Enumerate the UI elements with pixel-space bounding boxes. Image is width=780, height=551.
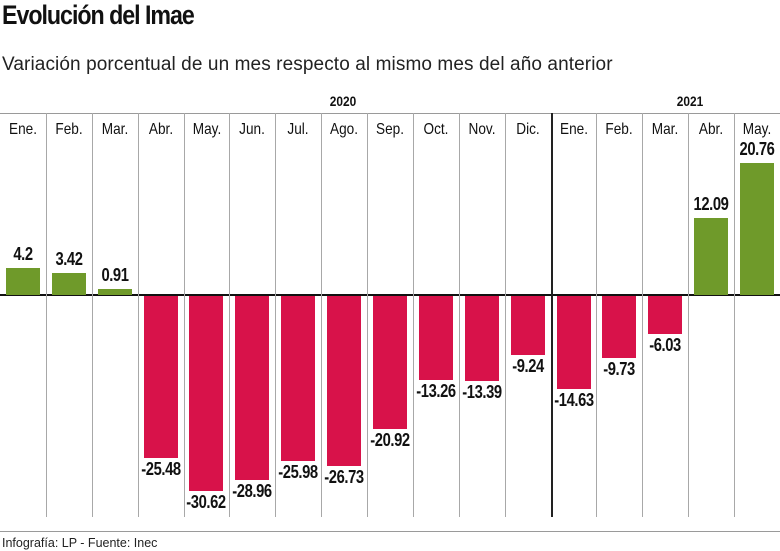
- column-divider: [459, 113, 460, 517]
- value-label: 20.76: [739, 139, 775, 159]
- data-bar: [465, 296, 499, 381]
- month-label: Nov.: [468, 121, 496, 138]
- year-label: 2020: [329, 93, 357, 109]
- data-bar: [98, 289, 132, 295]
- value-label: -9.73: [603, 359, 635, 379]
- month-label: Ago.: [330, 121, 358, 138]
- month-label: Ene.: [560, 121, 588, 138]
- column-divider: [321, 113, 322, 517]
- value-label: 0.91: [101, 265, 129, 285]
- value-label: -13.26: [416, 381, 456, 401]
- data-bar: [419, 296, 453, 380]
- month-label: Oct.: [423, 121, 449, 138]
- month-label: Feb.: [605, 121, 633, 138]
- data-bar: [557, 296, 591, 389]
- value-label: -13.39: [462, 382, 502, 402]
- month-label: Sep.: [376, 121, 404, 138]
- year-divider: [551, 113, 553, 517]
- column-divider: [505, 113, 506, 517]
- footer-divider: [0, 531, 780, 532]
- month-label: May.: [192, 121, 222, 138]
- column-divider: [229, 113, 230, 517]
- value-label: -14.63: [554, 390, 594, 410]
- data-bar: [189, 296, 223, 491]
- value-label: -26.73: [324, 467, 364, 487]
- data-bar: [511, 296, 545, 355]
- value-label: 12.09: [693, 194, 729, 214]
- data-bar: [327, 296, 361, 466]
- value-label: -28.96: [232, 481, 272, 501]
- month-label: Feb.: [55, 121, 83, 138]
- column-divider: [46, 113, 47, 517]
- year-label: 2021: [676, 93, 704, 109]
- source-credit: Infografía: LP - Fuente: Inec: [2, 536, 158, 550]
- value-label: 3.42: [55, 249, 83, 269]
- month-label: Jun.: [239, 121, 265, 138]
- data-bar: [6, 268, 40, 295]
- month-label: Mar.: [101, 121, 129, 138]
- header-divider: [0, 113, 780, 114]
- value-label: -25.48: [141, 459, 181, 479]
- month-label: Jul.: [287, 121, 309, 138]
- column-divider: [688, 113, 689, 517]
- column-divider: [184, 113, 185, 517]
- month-label: Ene.: [9, 121, 37, 138]
- value-label: -30.62: [186, 492, 226, 512]
- column-divider: [275, 113, 276, 517]
- value-label: 4.2: [13, 244, 33, 264]
- data-bar: [52, 273, 86, 295]
- column-divider: [596, 113, 597, 517]
- chart-title: Evolución del Imae: [2, 0, 195, 30]
- data-bar: [281, 296, 315, 461]
- month-label: Abr.: [698, 121, 724, 138]
- column-divider: [367, 113, 368, 517]
- column-divider: [138, 113, 139, 517]
- data-bar: [144, 296, 178, 458]
- data-bar: [235, 296, 269, 480]
- data-bar: [694, 218, 728, 295]
- column-divider: [642, 113, 643, 517]
- month-label: Dic.: [516, 121, 540, 138]
- month-label: Mar.: [651, 121, 679, 138]
- value-label: -9.24: [512, 356, 544, 376]
- data-bar: [648, 296, 682, 334]
- data-bar: [373, 296, 407, 429]
- zero-axis-line: [0, 294, 780, 296]
- value-label: -20.92: [370, 430, 410, 450]
- month-label: Abr.: [148, 121, 174, 138]
- month-label: May.: [742, 121, 772, 138]
- column-divider: [734, 113, 735, 517]
- value-label: -6.03: [649, 335, 681, 355]
- column-divider: [92, 113, 93, 517]
- value-label: -25.98: [278, 462, 318, 482]
- data-bar: [740, 163, 774, 295]
- chart-subtitle: Variación porcentual de un mes respecto …: [2, 54, 613, 75]
- data-bar: [602, 296, 636, 358]
- column-divider: [413, 113, 414, 517]
